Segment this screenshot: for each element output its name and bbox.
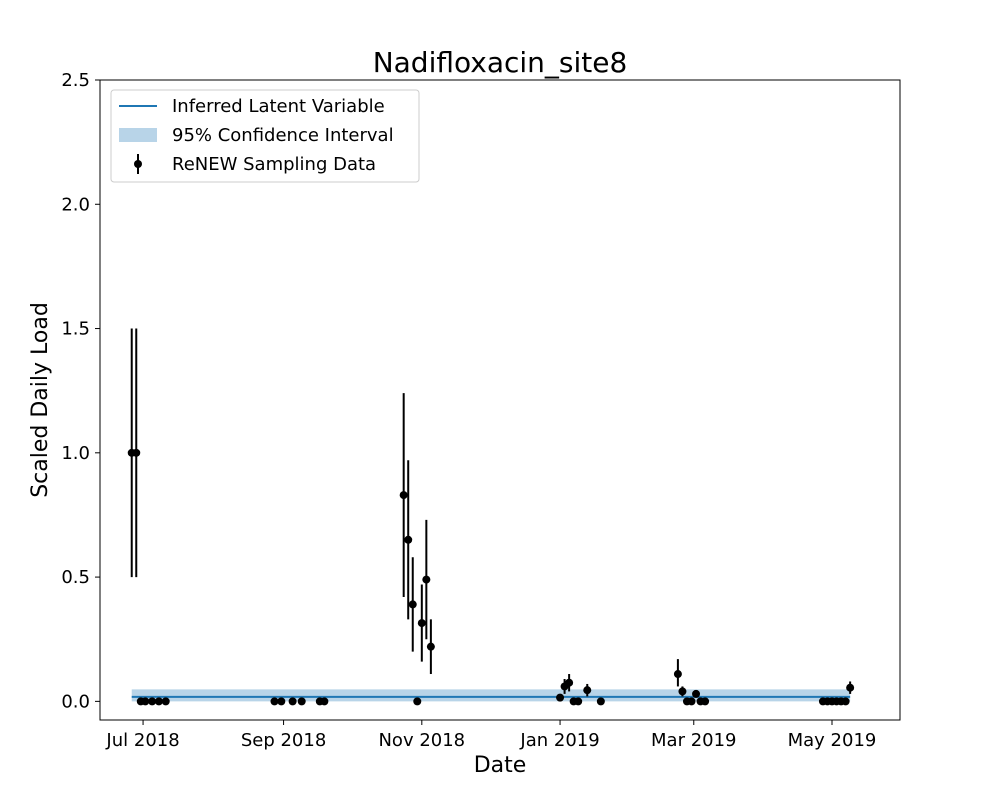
legend-label: 95% Confidence Interval xyxy=(172,125,394,146)
sampling-data-point xyxy=(277,697,286,706)
x-tick-label: May 2019 xyxy=(788,730,877,751)
x-tick-label: Mar 2019 xyxy=(651,730,737,751)
sampling-data-point xyxy=(583,686,592,695)
sampling-data-point xyxy=(404,535,413,544)
sampling-data-point xyxy=(678,687,687,696)
sampling-data-point xyxy=(596,697,605,706)
legend-label: ReNEW Sampling Data xyxy=(172,154,376,175)
legend-label: Inferred Latent Variable xyxy=(172,96,385,117)
sampling-data-point xyxy=(556,693,565,702)
axes: Jul 2018 Sep 2018 Nov 2018 Jan 2019 Mar 2019… xyxy=(61,70,901,751)
sampling-data-point xyxy=(408,600,417,609)
y-tick-label: 0.5 xyxy=(61,567,90,588)
sampling-data-point xyxy=(701,697,710,706)
sampling-data-point xyxy=(148,697,157,706)
sampling-data-point xyxy=(841,697,850,706)
plot-area xyxy=(127,328,855,706)
sampling-data-point xyxy=(673,670,682,679)
sampling-data-point xyxy=(417,619,426,628)
sampling-data-point xyxy=(413,697,422,706)
sampling-data-point xyxy=(161,697,170,706)
sampling-data-point xyxy=(426,642,435,651)
y-tick-label: 2.0 xyxy=(61,194,90,215)
legend: Inferred Latent Variable 95% Confidence I… xyxy=(110,89,420,183)
plot-frame xyxy=(99,79,901,721)
sampling-data-point xyxy=(846,683,855,692)
chart-title: Nadifloxacin_site8 xyxy=(373,46,628,79)
sampling-data-point xyxy=(687,697,696,706)
sampling-data-point xyxy=(132,448,141,457)
sampling-data-point xyxy=(422,575,431,584)
sampling-data-point xyxy=(574,697,583,706)
y-tick-label: 2.5 xyxy=(61,70,90,91)
y-axis-label: Scaled Daily Load xyxy=(28,302,53,498)
sampling-data-point xyxy=(297,697,306,706)
x-tick-label: Nov 2018 xyxy=(378,730,465,751)
x-tick-label: Jan 2019 xyxy=(519,730,599,751)
legend-point-swatch xyxy=(134,160,142,168)
sampling-data-point xyxy=(399,491,408,500)
confidence-interval-band xyxy=(131,689,851,702)
x-tick-label: Jul 2018 xyxy=(105,730,179,751)
x-axis-label: Date xyxy=(474,753,527,778)
legend-box xyxy=(110,89,420,183)
y-tick-label: 0.0 xyxy=(61,691,90,712)
sampling-data-point xyxy=(692,689,701,698)
y-tick-label: 1.5 xyxy=(61,319,90,340)
sampling-data-point xyxy=(288,697,297,706)
sampling-data-point xyxy=(320,697,329,706)
sampling-data-point xyxy=(565,678,574,687)
x-tick-label: Sep 2018 xyxy=(241,730,326,751)
sampling-data-point xyxy=(141,697,150,706)
legend-band-swatch xyxy=(119,128,157,142)
sampling-data-point xyxy=(270,697,279,706)
y-tick-label: 1.0 xyxy=(61,443,90,464)
sampling-data-point xyxy=(154,697,163,706)
